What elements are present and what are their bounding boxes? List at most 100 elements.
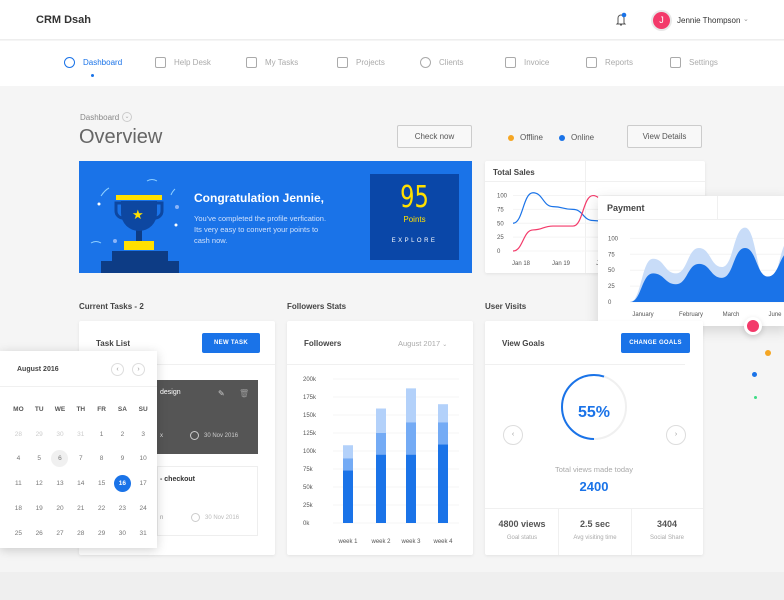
calendar-day[interactable]: 11 xyxy=(8,471,29,496)
breadcrumb[interactable]: Dashboard xyxy=(80,113,120,122)
check-now-button[interactable]: Check now xyxy=(397,125,472,148)
calendar-day[interactable]: 28 xyxy=(8,422,29,447)
calendar-day[interactable]: 13 xyxy=(50,471,71,496)
calendar-day[interactable]: 1 xyxy=(91,422,112,447)
y-tick-label: 200k xyxy=(303,377,317,383)
next-goal-button[interactable]: › xyxy=(666,425,686,445)
day-number: 24 xyxy=(139,505,147,513)
task-item[interactable]: - checkout n 30 Nov 2016 xyxy=(157,466,258,536)
task-title: design xyxy=(160,389,181,396)
series-area xyxy=(630,247,784,302)
calendar-day[interactable]: 23 xyxy=(112,496,133,521)
view-details-button[interactable]: View Details xyxy=(627,125,702,148)
y-tick-label: 0 xyxy=(497,249,501,255)
nav-item-invoice[interactable]: Invoice xyxy=(505,57,549,68)
change-goals-button[interactable]: CHANGE GOALS xyxy=(621,333,690,353)
points-box[interactable]: 95 Points EXPLORE xyxy=(370,174,459,260)
day-number: 21 xyxy=(77,505,85,513)
payment-title: Payment xyxy=(607,203,645,213)
calendar-day[interactable]: 2 xyxy=(112,422,133,447)
y-tick-label: 50k xyxy=(303,485,314,491)
calendar-day[interactable]: 8 xyxy=(91,447,112,472)
day-number: 22 xyxy=(97,505,106,513)
calendar-day[interactable]: 14 xyxy=(70,471,91,496)
nav-item-help-desk[interactable]: Help Desk xyxy=(155,57,211,68)
calendar-day[interactable]: 30 xyxy=(112,521,133,546)
weekday-label: SA xyxy=(117,405,127,413)
y-tick-label: 75 xyxy=(497,207,504,213)
goal-value: 2400 xyxy=(579,479,609,494)
prev-goal-button[interactable]: ‹ xyxy=(503,425,523,445)
user-icon xyxy=(64,57,75,68)
nav-item-clients[interactable]: Clients xyxy=(420,57,463,68)
bar-segment xyxy=(376,454,386,523)
chevron-down-icon[interactable]: ⌄ xyxy=(122,112,132,122)
calendar-day[interactable]: 10 xyxy=(133,447,154,472)
x-tick-label: January xyxy=(632,312,653,318)
nav-item-reports[interactable]: Reports xyxy=(586,57,633,68)
calendar-day[interactable]: 4 xyxy=(8,447,29,472)
calendar-day[interactable]: 31 xyxy=(133,521,154,546)
explore-link[interactable]: EXPLORE xyxy=(391,238,438,244)
nav-item-settings[interactable]: Settings xyxy=(670,57,718,68)
calendar-day[interactable]: 16 xyxy=(112,471,133,496)
avatar[interactable]: J xyxy=(653,12,670,29)
weekday-label: MO xyxy=(13,405,24,413)
nav-item-my-tasks[interactable]: My Tasks xyxy=(246,57,298,68)
calendar-day[interactable]: 26 xyxy=(29,521,50,546)
day-number: 17 xyxy=(139,480,147,488)
calendar-day[interactable]: 29 xyxy=(91,521,112,546)
goal-percent: 55% xyxy=(577,404,611,421)
nav-item-projects[interactable]: Projects xyxy=(337,57,385,68)
main-nav: Dashboard Help Desk My Tasks Projects Client… xyxy=(0,41,784,86)
nav-label: My Tasks xyxy=(265,58,299,67)
calendar-day[interactable]: 31 xyxy=(70,422,91,447)
new-task-button[interactable]: NEW TASK xyxy=(202,333,260,353)
calendar-day[interactable]: 17 xyxy=(133,471,154,496)
period-select[interactable]: August 2017 ⌄ xyxy=(398,339,447,348)
calendar-day[interactable]: 19 xyxy=(29,496,50,521)
calendar-day[interactable]: 18 xyxy=(8,496,29,521)
day-number: 29 xyxy=(97,529,106,537)
calendar-month: August 2016 xyxy=(17,366,59,373)
calendar-day[interactable]: 20 xyxy=(50,496,71,521)
bell-icon[interactable] xyxy=(614,11,628,27)
calendar-day[interactable]: 25 xyxy=(8,521,29,546)
current-tasks-heading: Current Tasks - 2 xyxy=(79,302,144,311)
payment-chart: 0 25 50 75 100 January February March June xyxy=(608,227,784,318)
calendar-day[interactable]: 15 xyxy=(91,471,112,496)
calendar-day[interactable]: 30 xyxy=(50,422,71,447)
nav-item-dashboard[interactable]: Dashboard xyxy=(64,57,122,68)
prev-month-button[interactable]: ‹ xyxy=(111,363,124,376)
task-item[interactable]: design ✎ 🗑 x 30 Nov 2016 xyxy=(157,380,258,454)
x-tick-label: March xyxy=(723,312,740,318)
user-name[interactable]: Jennie Thompson xyxy=(677,16,741,25)
day-number: 19 xyxy=(35,505,43,513)
nav-label: Invoice xyxy=(524,58,550,67)
calendar-day[interactable]: 7 xyxy=(70,447,91,472)
pencil-icon[interactable]: ✎ xyxy=(218,389,225,398)
calendar-day[interactable]: 24 xyxy=(133,496,154,521)
payment-card: Payment 0 25 50 75 100 January February March Ju… xyxy=(598,196,784,326)
weekday-label: WE xyxy=(54,405,66,413)
brand-logo[interactable]: CRM Dsah xyxy=(36,14,92,26)
calendar-day[interactable]: 3 xyxy=(133,422,154,447)
calendar-day[interactable]: 9 xyxy=(112,447,133,472)
weekday-label: SU xyxy=(138,405,148,413)
trash-icon[interactable]: 🗑 xyxy=(239,389,250,398)
calendar-day[interactable]: 6 xyxy=(50,447,71,472)
calendar-day[interactable]: 5 xyxy=(29,447,50,472)
next-month-button[interactable]: › xyxy=(132,363,145,376)
calendar-day[interactable]: 21 xyxy=(70,496,91,521)
calendar-day[interactable]: 27 xyxy=(50,521,71,546)
chevron-down-icon[interactable]: ⌄ xyxy=(743,16,749,23)
user-visits-card: View Goals CHANGE GOALS 55% ‹ › Total vi… xyxy=(485,321,703,555)
day-number: 31 xyxy=(77,430,85,438)
headset-icon xyxy=(155,57,166,68)
calendar-day[interactable]: 12 xyxy=(29,471,50,496)
nav-label: Dashboard xyxy=(83,58,123,67)
calendar-day[interactable]: 29 xyxy=(29,422,50,447)
calendar-day[interactable]: 22 xyxy=(91,496,112,521)
calendar-day[interactable]: 28 xyxy=(70,521,91,546)
day-number: 9 xyxy=(120,455,125,463)
